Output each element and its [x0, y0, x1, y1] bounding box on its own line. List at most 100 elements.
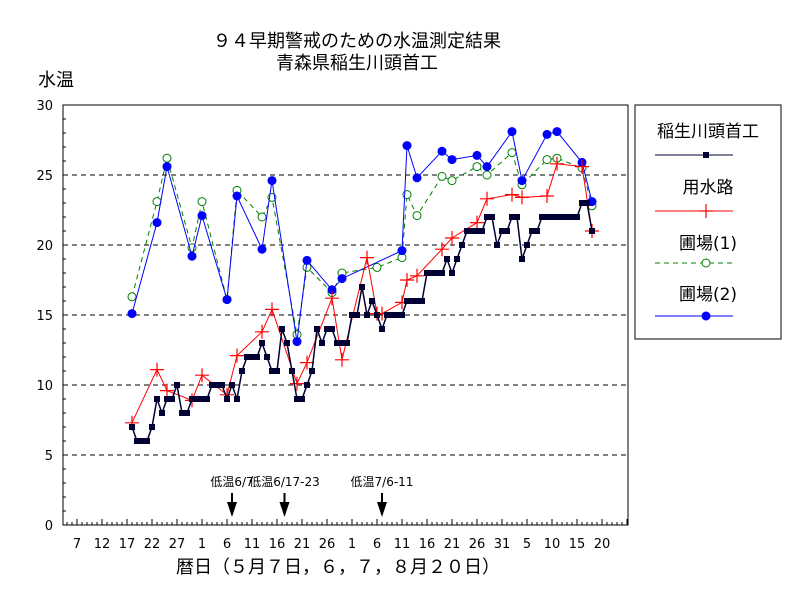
data-point-square	[244, 354, 250, 360]
data-point-square	[224, 396, 230, 402]
data-point-plus	[325, 291, 339, 306]
data-point-plus	[150, 362, 164, 377]
data-point-square	[284, 340, 290, 346]
data-point-square	[454, 256, 460, 262]
data-point-square	[544, 214, 550, 220]
data-point-square	[189, 396, 195, 402]
data-point-open-circle	[472, 162, 482, 172]
data-point-square	[479, 228, 485, 234]
data-point-filled-circle	[292, 337, 302, 347]
data-point-square	[259, 340, 265, 346]
x-tick-label: 27	[169, 537, 186, 552]
data-point-filled-circle	[397, 246, 407, 256]
data-point-square	[269, 368, 275, 374]
y-tick-label: 10	[36, 379, 53, 394]
data-point-filled-circle	[162, 162, 172, 172]
chart-subtitle: 青森県稲生川頭首工	[276, 53, 438, 74]
y-tick-label: 15	[36, 309, 53, 324]
x-tick-label: 10	[544, 537, 561, 552]
data-point-square	[209, 382, 215, 388]
data-point-plus	[699, 204, 713, 218]
data-point-plus	[300, 355, 314, 370]
data-point-square	[364, 312, 370, 318]
y-tick-label: 0	[45, 519, 53, 534]
data-point-square	[394, 312, 400, 318]
series-line	[131, 130, 593, 342]
data-point-square	[289, 368, 295, 374]
data-point-square	[334, 340, 340, 346]
data-point-square	[509, 214, 515, 220]
arrow-down-icon	[227, 502, 237, 517]
data-point-square	[214, 382, 220, 388]
data-point-plus	[505, 187, 519, 202]
data-point-square	[524, 242, 530, 248]
annotation-label: 低温6/7	[210, 475, 253, 489]
x-tick-label: 16	[269, 537, 286, 552]
series-line	[131, 151, 593, 335]
data-point-square	[444, 256, 450, 262]
data-point-plus	[195, 368, 209, 383]
data-point-square	[169, 396, 175, 402]
data-point-plus	[540, 189, 554, 203]
data-point-square	[254, 354, 260, 360]
data-point-square	[529, 228, 535, 234]
data-point-plus	[575, 159, 589, 174]
data-point-filled-circle	[542, 129, 552, 139]
y-tick-label: 20	[36, 239, 53, 254]
legend-label-intake: 稲生川頭首工	[657, 122, 759, 142]
data-point-plus	[360, 250, 374, 265]
data-point-square	[179, 410, 185, 416]
data-point-square	[134, 438, 140, 444]
data-point-open-circle	[162, 153, 172, 163]
legend-box	[634, 104, 782, 340]
arrow-down-icon	[279, 502, 290, 517]
data-point-square	[194, 396, 200, 402]
data-point-square	[264, 354, 270, 360]
x-tick-label: 6	[223, 537, 231, 552]
y-axis-label: 水温	[38, 70, 74, 91]
data-point-square	[329, 326, 335, 332]
data-point-open-circle	[447, 176, 457, 186]
data-point-square	[589, 228, 595, 234]
data-point-square	[489, 214, 495, 220]
data-point-square	[339, 340, 345, 346]
data-point-open-circle	[701, 258, 711, 268]
legend-label-canal: 用水路	[683, 178, 734, 198]
data-point-square	[144, 438, 150, 444]
data-point-plus	[265, 302, 279, 317]
data-point-square	[314, 326, 320, 332]
x-tick-label: 1	[348, 537, 356, 552]
data-point-square	[539, 214, 545, 220]
data-point-square	[149, 424, 155, 430]
data-point-square	[469, 228, 475, 234]
x-tick-label: 7	[73, 537, 81, 552]
x-tick-label: 1	[198, 537, 206, 552]
series-0	[129, 200, 595, 444]
data-point-plus	[470, 215, 484, 230]
data-point-square	[129, 424, 135, 430]
y-tick-label: 30	[36, 99, 53, 114]
legend-label-field2: 圃場(2)	[679, 285, 737, 305]
x-tick-label: 22	[144, 537, 161, 552]
x-tick-label: 26	[319, 537, 336, 552]
x-tick-label: 21	[294, 537, 311, 552]
data-point-filled-circle	[402, 141, 412, 151]
data-point-filled-circle	[302, 255, 312, 265]
data-point-filled-circle	[187, 251, 197, 261]
data-point-square	[494, 242, 500, 248]
data-point-square	[424, 270, 430, 276]
data-point-square	[379, 326, 385, 332]
data-point-square	[204, 396, 210, 402]
data-point-square	[344, 340, 350, 346]
data-point-filled-circle	[257, 244, 267, 254]
data-point-plus	[515, 190, 529, 205]
data-point-square	[464, 228, 470, 234]
data-point-square	[354, 312, 360, 318]
data-point-square	[549, 214, 555, 220]
data-point-filled-circle	[552, 127, 562, 137]
data-point-filled-circle	[482, 162, 492, 172]
data-point-square	[504, 228, 510, 234]
data-point-square	[703, 152, 709, 158]
data-point-filled-circle	[232, 191, 242, 201]
